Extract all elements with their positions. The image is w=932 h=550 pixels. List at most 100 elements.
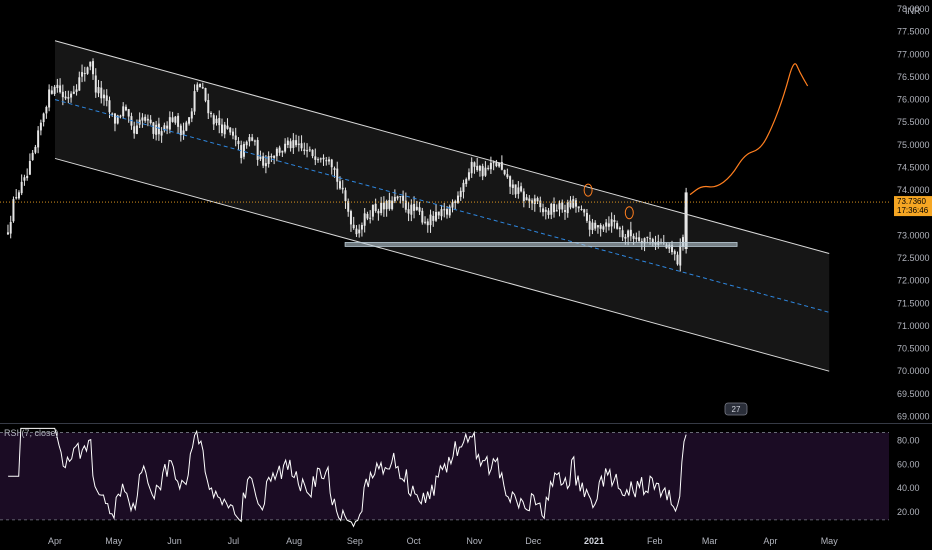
candle-body	[407, 209, 410, 214]
time-tick-label: 2021	[584, 536, 604, 546]
candle-body	[627, 230, 630, 238]
price-tick-label: 78.0000	[897, 4, 930, 14]
candle-body	[509, 176, 512, 187]
candle-body	[391, 200, 394, 210]
candle-body	[574, 200, 577, 207]
candle-body	[531, 200, 534, 204]
candle-body	[226, 125, 229, 129]
candle-body	[473, 162, 476, 167]
time-tick-label: Jun	[167, 536, 182, 546]
candle-body	[517, 187, 520, 194]
rsi-tick-label: 20.00	[897, 507, 920, 517]
candle-body	[437, 211, 440, 216]
candle-body	[402, 195, 405, 201]
candle-body	[446, 209, 448, 215]
time-axis[interactable]: Apr May Jun Jul Aug Sep Oct Nov Dec 2021 Feb Mar Apr…	[48, 536, 838, 546]
channel-midline[interactable]	[54, 99, 830, 313]
price-tick-label: 75.5000	[897, 117, 930, 127]
channel-lower-line[interactable]	[54, 157, 830, 372]
price-tick-label: 75.0000	[897, 140, 930, 150]
candle-body	[333, 168, 336, 170]
candle-body	[536, 198, 539, 202]
candle-body	[577, 206, 580, 209]
candle-body	[352, 224, 355, 229]
price-axis[interactable]: INR 78.0000 77.5000 77.0000 76.5000 76.0000 7…	[894, 4, 932, 421]
candle-body	[366, 213, 369, 219]
candle-body	[160, 131, 163, 136]
projection-path[interactable]	[689, 63, 809, 196]
candle-body	[70, 93, 73, 98]
candle-body	[382, 202, 385, 210]
candle-body	[566, 201, 569, 214]
bar-countdown: 17:36:46	[897, 206, 929, 215]
currency-label: INR	[905, 6, 921, 16]
candle-body	[676, 254, 679, 265]
candle-body	[253, 140, 256, 142]
last-price-tag-box	[894, 196, 932, 217]
price-pane[interactable]: 27	[0, 40, 889, 416]
candle-body	[248, 137, 251, 142]
circle-mark	[624, 206, 634, 220]
candle-body	[196, 84, 199, 91]
candle-body	[31, 152, 34, 160]
candle-body	[594, 222, 597, 229]
candle-body	[462, 182, 465, 193]
events-badge[interactable]: 27	[724, 402, 748, 416]
candle-body	[649, 238, 652, 240]
candle-body	[251, 137, 254, 141]
price-tick-label: 73.0000	[897, 230, 930, 240]
candle-body	[413, 204, 416, 211]
candle-body	[399, 196, 402, 198]
candle-body	[632, 235, 635, 239]
candle-body	[100, 87, 103, 99]
time-tick-label: Oct	[407, 536, 422, 546]
candle-body	[371, 204, 374, 217]
candle-body	[426, 221, 429, 226]
time-tick-label: Aug	[286, 536, 302, 546]
candle-body	[388, 199, 391, 209]
candle-body	[492, 162, 495, 164]
candle-body	[56, 84, 59, 88]
time-tick-label: Jul	[228, 536, 240, 546]
last-price-tag: 73.7360 17:36:46	[894, 196, 932, 217]
candle-body	[522, 191, 525, 202]
candle-body	[141, 117, 144, 121]
candle-body	[542, 208, 545, 213]
candle-body	[349, 211, 352, 225]
candle-body	[28, 161, 31, 175]
candle-body	[262, 156, 265, 166]
candle-body	[547, 210, 550, 215]
rsi-title[interactable]: RSI (7, close)	[4, 428, 59, 438]
candle-body	[635, 237, 638, 240]
candle-body	[435, 211, 438, 221]
candle-body	[116, 115, 119, 124]
candle-body	[78, 77, 81, 91]
circle-mark	[583, 183, 593, 197]
candle-body	[163, 125, 166, 131]
candle-body	[212, 115, 215, 125]
candle-body	[89, 61, 92, 67]
support-zone[interactable]	[344, 242, 738, 247]
candle-body	[234, 135, 237, 140]
candle-body	[193, 91, 196, 112]
price-tick-label: 77.0000	[897, 49, 930, 59]
candle-body	[613, 220, 616, 222]
candle-body	[108, 100, 111, 113]
rsi-pane[interactable]: RSI (7, close) 80.00 60.00 40.00 20.00	[0, 427, 920, 528]
candle-body	[149, 119, 152, 124]
channel-upper-line[interactable]	[54, 40, 830, 254]
candle-body	[330, 159, 333, 168]
candle-body	[561, 202, 564, 210]
candle-body	[273, 155, 276, 158]
candle-body	[45, 107, 48, 114]
candle-body	[190, 111, 193, 119]
candle-body	[177, 115, 180, 127]
candle-body	[344, 190, 347, 202]
time-tick-label: May	[821, 536, 839, 546]
candle-body	[651, 239, 654, 244]
price-tick-label: 71.0000	[897, 321, 930, 331]
candle-body	[292, 140, 295, 148]
candle-body	[97, 87, 100, 94]
candle-body	[15, 197, 18, 199]
